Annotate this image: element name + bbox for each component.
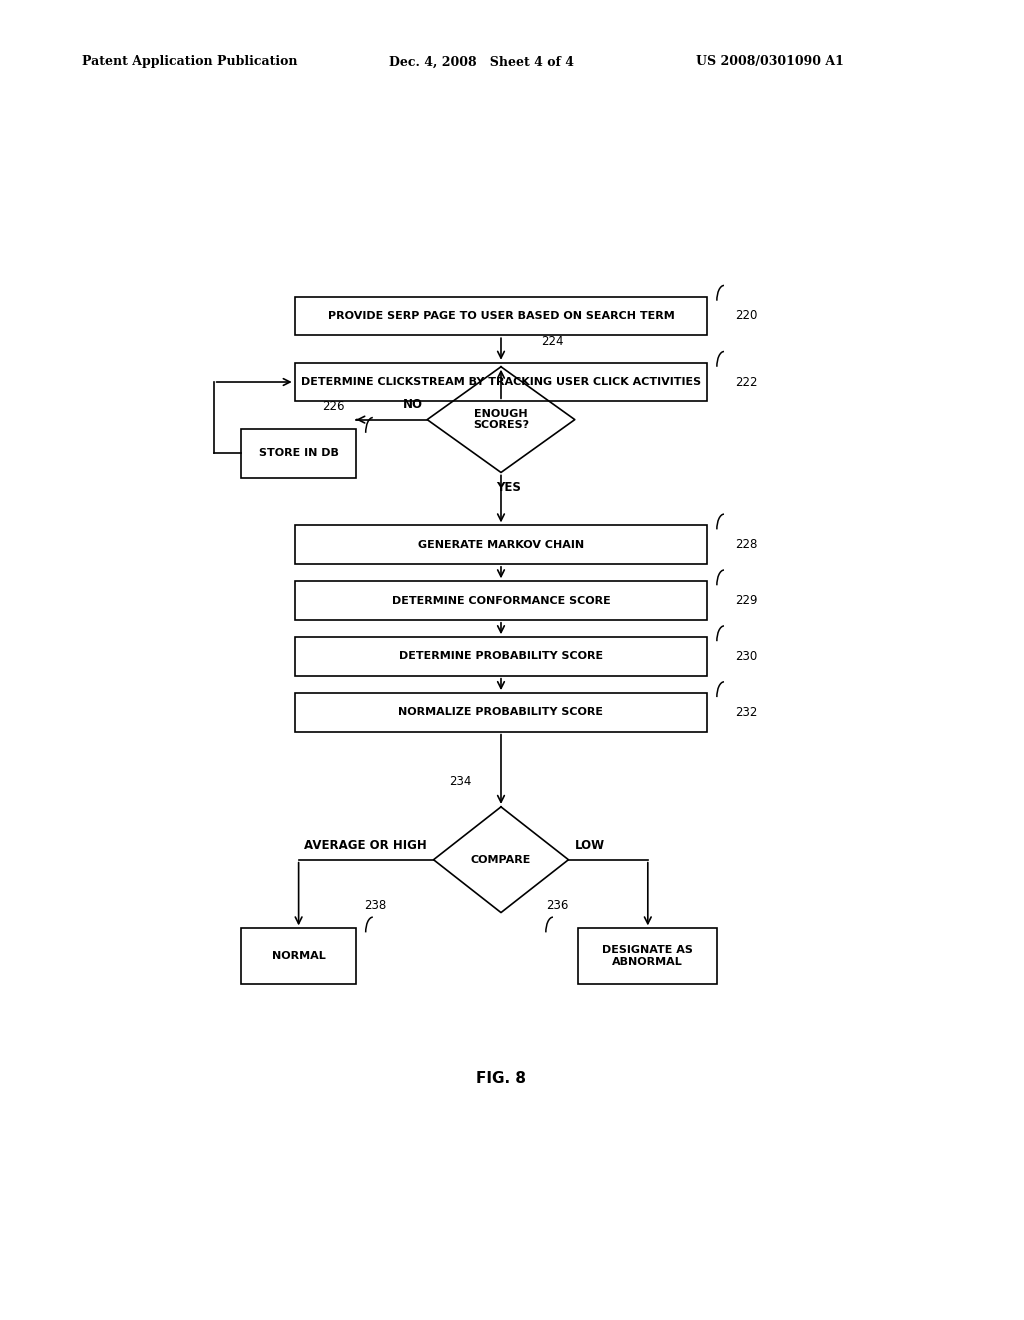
Text: 228: 228 bbox=[735, 539, 758, 552]
Text: 230: 230 bbox=[735, 649, 758, 663]
Text: NORMAL: NORMAL bbox=[271, 952, 326, 961]
Text: 229: 229 bbox=[735, 594, 758, 607]
Text: 236: 236 bbox=[547, 899, 569, 912]
Text: DETERMINE PROBABILITY SCORE: DETERMINE PROBABILITY SCORE bbox=[399, 652, 603, 661]
Text: 232: 232 bbox=[735, 706, 758, 719]
Text: Patent Application Publication: Patent Application Publication bbox=[82, 55, 297, 69]
Text: NORMALIZE PROBABILITY SCORE: NORMALIZE PROBABILITY SCORE bbox=[398, 708, 603, 717]
Text: DESIGNATE AS
ABNORMAL: DESIGNATE AS ABNORMAL bbox=[602, 945, 693, 968]
Text: PROVIDE SERP PAGE TO USER BASED ON SEARCH TERM: PROVIDE SERP PAGE TO USER BASED ON SEARC… bbox=[328, 312, 675, 321]
Text: LOW: LOW bbox=[574, 838, 605, 851]
Text: 238: 238 bbox=[365, 899, 386, 912]
Text: DETERMINE CLICKSTREAM BY TRACKING USER CLICK ACTIVITIES: DETERMINE CLICKSTREAM BY TRACKING USER C… bbox=[301, 378, 701, 387]
Text: US 2008/0301090 A1: US 2008/0301090 A1 bbox=[696, 55, 844, 69]
Bar bbox=[295, 525, 708, 564]
Text: Dec. 4, 2008   Sheet 4 of 4: Dec. 4, 2008 Sheet 4 of 4 bbox=[389, 55, 574, 69]
Bar bbox=[295, 297, 708, 335]
Text: COMPARE: COMPARE bbox=[471, 855, 531, 865]
Text: 224: 224 bbox=[542, 335, 564, 348]
Bar bbox=[295, 638, 708, 676]
Text: NO: NO bbox=[403, 399, 423, 412]
Text: YES: YES bbox=[497, 480, 521, 494]
Text: 222: 222 bbox=[735, 375, 758, 388]
Polygon shape bbox=[427, 367, 574, 473]
Bar bbox=[295, 693, 708, 731]
Text: 234: 234 bbox=[450, 775, 472, 788]
Text: GENERATE MARKOV CHAIN: GENERATE MARKOV CHAIN bbox=[418, 540, 584, 549]
Text: AVERAGE OR HIGH: AVERAGE OR HIGH bbox=[304, 838, 427, 851]
Text: DETERMINE CONFORMANCE SCORE: DETERMINE CONFORMANCE SCORE bbox=[391, 595, 610, 606]
Polygon shape bbox=[433, 807, 568, 912]
Bar bbox=[241, 429, 356, 478]
Bar bbox=[295, 363, 708, 401]
Text: STORE IN DB: STORE IN DB bbox=[259, 449, 339, 458]
Bar bbox=[241, 928, 356, 985]
Text: ENOUGH
SCORES?: ENOUGH SCORES? bbox=[473, 409, 529, 430]
Text: FIG. 8: FIG. 8 bbox=[476, 1071, 526, 1086]
Bar bbox=[295, 581, 708, 620]
Bar bbox=[579, 928, 717, 985]
Text: 220: 220 bbox=[735, 309, 758, 322]
Text: 226: 226 bbox=[322, 400, 344, 413]
